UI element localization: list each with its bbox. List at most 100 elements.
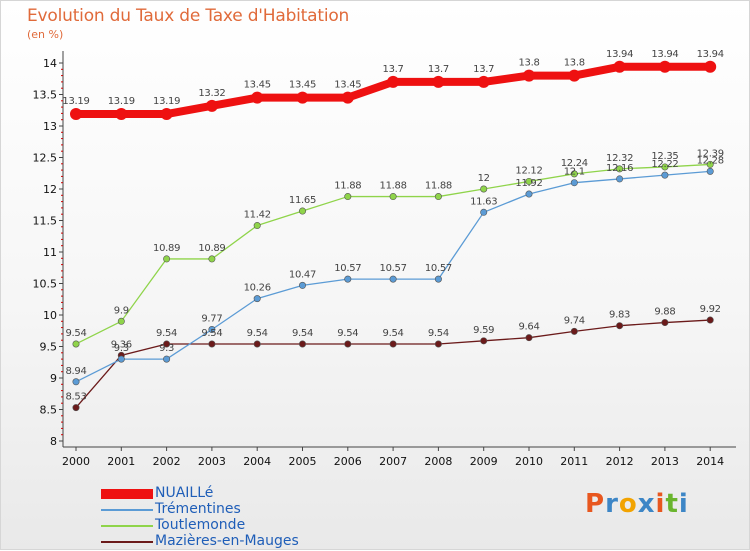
data-point [298, 281, 306, 289]
data-label: 9.74 [564, 315, 585, 326]
data-label: 9.3 [114, 343, 129, 354]
chart-unit-label: (en %) [27, 28, 64, 41]
legend-swatch [101, 541, 153, 543]
data-point [163, 355, 171, 363]
x-tick-label: 2008 [424, 455, 452, 468]
y-tick-label: 10 [43, 309, 57, 322]
data-point [480, 185, 488, 193]
x-tick-label: 2012 [606, 455, 634, 468]
data-label: 10.57 [380, 263, 407, 274]
data-point [208, 325, 216, 333]
data-label: 13.19 [108, 96, 135, 107]
data-label: 11.42 [244, 210, 271, 221]
data-label: 11.88 [425, 181, 452, 192]
data-label: 8.94 [65, 366, 86, 377]
data-point [160, 108, 173, 121]
data-label: 12.16 [606, 163, 633, 174]
y-tick-label: 14 [43, 57, 57, 70]
data-label: 12.39 [697, 148, 724, 159]
data-label: 13.94 [651, 49, 678, 60]
data-point [661, 171, 669, 179]
y-tick-label: 12 [43, 183, 57, 196]
data-point [706, 167, 714, 175]
chart-title: Evolution du Taux de Taxe d'Habitation [27, 6, 350, 26]
data-point [389, 193, 397, 201]
data-point [613, 60, 626, 73]
legend-label: Toutlemonde [155, 517, 246, 533]
data-point [72, 340, 80, 348]
data-point [163, 340, 171, 348]
data-point [163, 255, 171, 263]
data-point [70, 108, 82, 121]
data-point [706, 316, 714, 324]
x-tick-label: 2007 [379, 455, 407, 468]
x-tick-label: 2002 [153, 455, 181, 468]
data-label: 10.89 [153, 243, 180, 254]
data-label: 11.88 [380, 181, 407, 192]
y-tick-label: 13.5 [33, 89, 58, 102]
legend-label: Mazières-en-Mauges [155, 533, 299, 549]
data-point [616, 175, 624, 183]
data-point [661, 163, 669, 171]
data-point [525, 334, 533, 342]
data-point [389, 275, 397, 283]
data-point [434, 275, 442, 283]
data-point [477, 75, 490, 88]
data-label: 13.19 [62, 96, 89, 107]
y-tick-label: 10.5 [33, 278, 58, 291]
data-label: 9.54 [156, 328, 177, 339]
data-label: 12.24 [561, 158, 588, 169]
x-tick-label: 2004 [243, 455, 271, 468]
data-label: 13.8 [518, 58, 539, 69]
data-label: 12 [478, 173, 490, 184]
data-label: 13.19 [153, 96, 180, 107]
data-point [298, 340, 306, 348]
y-tick-label: 12.5 [33, 152, 58, 165]
data-label: 12.32 [606, 153, 633, 164]
data-label: 13.8 [564, 58, 585, 69]
data-label: 11.88 [334, 181, 361, 192]
data-point [253, 222, 261, 230]
data-point [251, 91, 264, 104]
data-label: 9.54 [383, 328, 404, 339]
data-label: 9.59 [473, 325, 494, 336]
data-label: 13.7 [428, 64, 449, 75]
data-label: 9.92 [700, 304, 721, 315]
data-point [72, 404, 80, 412]
data-point [117, 355, 125, 363]
data-label: 12.35 [651, 151, 678, 162]
data-label: 9.54 [337, 328, 358, 339]
data-point [480, 208, 488, 216]
data-label: 10.47 [289, 269, 316, 280]
data-label: 9.83 [609, 310, 630, 321]
data-point [704, 60, 717, 73]
data-label: 9.3 [159, 343, 174, 354]
data-label: 9.54 [292, 328, 313, 339]
data-point [344, 340, 352, 348]
data-point [298, 207, 306, 215]
data-point [434, 193, 442, 201]
data-label: 13.7 [473, 64, 494, 75]
data-point [72, 378, 80, 386]
data-point [208, 340, 216, 348]
data-point [344, 193, 352, 201]
data-label: 10.26 [244, 283, 271, 294]
data-label: 12.22 [651, 159, 678, 170]
data-point [208, 255, 216, 263]
y-tick-label: 13 [43, 120, 57, 133]
data-point [525, 177, 533, 185]
data-point [570, 179, 578, 187]
data-point [616, 322, 624, 330]
data-point [434, 340, 442, 348]
data-point [525, 190, 533, 198]
data-point [706, 160, 714, 168]
data-point [389, 340, 397, 348]
data-label: 9.54 [65, 328, 86, 339]
data-label: 8.53 [65, 392, 86, 403]
x-tick-label: 2011 [560, 455, 588, 468]
data-point [117, 317, 125, 325]
proxiti-logo: Proxiti [585, 489, 689, 519]
y-tick-label: 9.5 [40, 341, 58, 354]
x-tick-label: 2003 [198, 455, 226, 468]
data-point [661, 319, 669, 327]
